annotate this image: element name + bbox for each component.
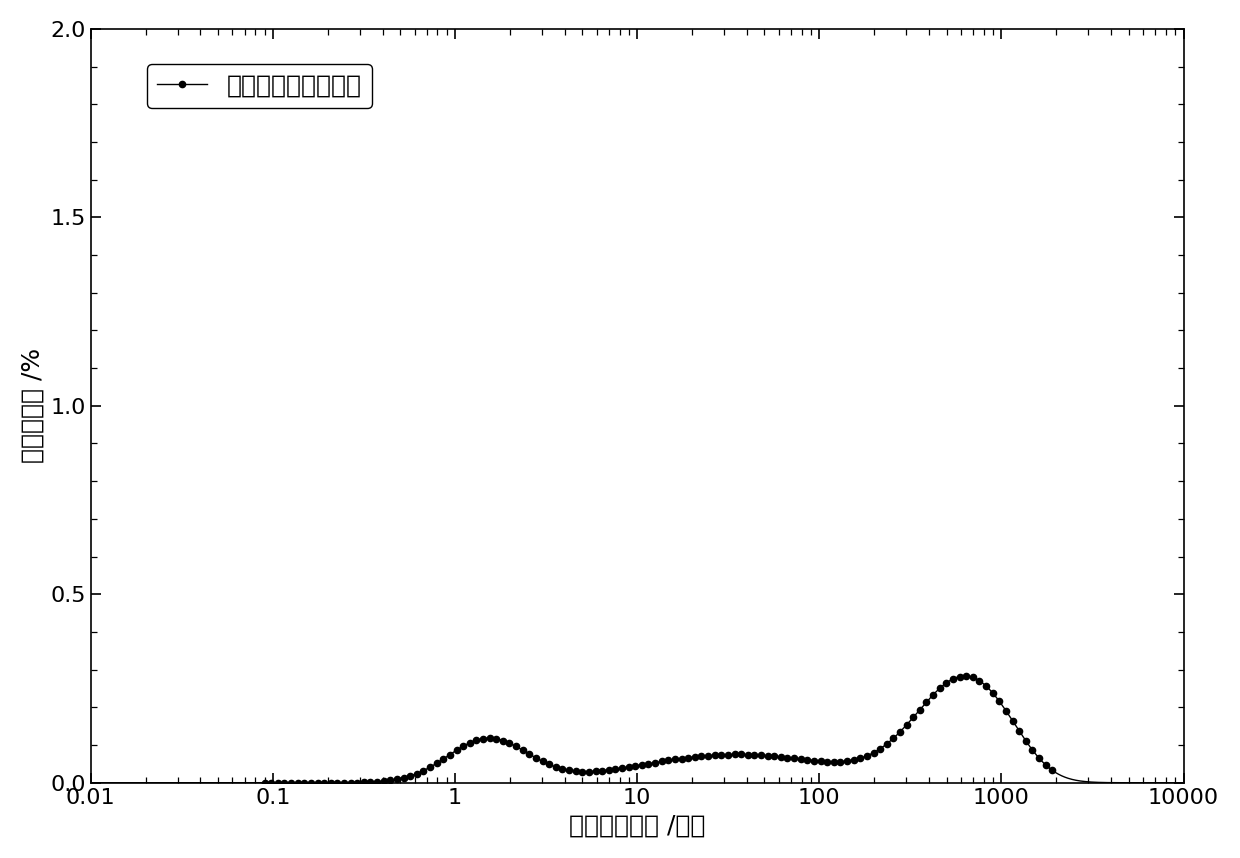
Y-axis label: 孔隙度分量 /%: 孔隙度分量 /% bbox=[21, 348, 45, 463]
X-axis label: 横向弛豫时间 /毫秒: 横向弛豫时间 /毫秒 bbox=[569, 813, 706, 837]
Legend: 含天然气水合物岩石: 含天然气水合物岩石 bbox=[148, 64, 372, 108]
